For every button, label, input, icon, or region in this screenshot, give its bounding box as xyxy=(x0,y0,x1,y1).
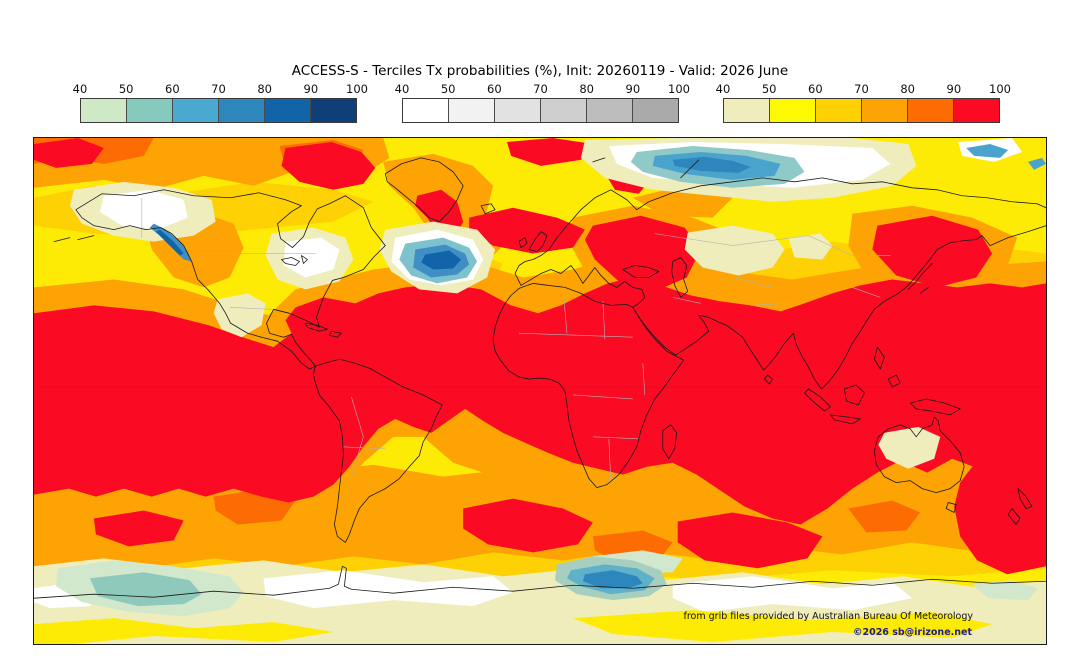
tick-label: 60 xyxy=(808,82,823,96)
tick-label: 40 xyxy=(715,82,731,96)
colorbar-normal-swatches xyxy=(402,98,679,123)
color-swatch xyxy=(586,99,632,122)
tick-label: 100 xyxy=(989,82,1011,96)
tick-label: 70 xyxy=(533,82,548,96)
tick-label: 90 xyxy=(625,82,641,96)
tick-label: 100 xyxy=(668,82,690,96)
colorbar-above-ticks: 40 50 60 70 80 90 100 xyxy=(716,82,1011,98)
color-swatch xyxy=(907,99,953,122)
colorbar-above-swatches xyxy=(723,98,1000,123)
colorbar-below-swatches xyxy=(80,98,357,123)
colorbar-normal-ticks: 40 50 60 70 80 90 100 xyxy=(395,82,690,98)
tick-label: 80 xyxy=(900,82,915,96)
color-swatch xyxy=(448,99,494,122)
tick-label: 70 xyxy=(854,82,869,96)
color-swatch xyxy=(815,99,861,122)
color-swatch xyxy=(126,99,172,122)
tick-label: 60 xyxy=(487,82,502,96)
color-swatch xyxy=(403,99,448,122)
tick-label: 80 xyxy=(579,82,594,96)
tick-label: 70 xyxy=(211,82,226,96)
tick-label: 50 xyxy=(440,82,456,96)
copyright-note: ©2026 sb@irizone.net xyxy=(852,627,972,638)
color-swatch xyxy=(218,99,264,122)
color-swatch xyxy=(769,99,815,122)
color-swatch xyxy=(724,99,769,122)
coast-eurasia-africa xyxy=(492,157,1046,489)
coast-south-america xyxy=(313,358,443,543)
world-probability-map: from grib files provided by Australian B… xyxy=(33,137,1047,645)
coast-antarctica xyxy=(34,565,1046,599)
map-canvas xyxy=(34,138,1046,644)
coast-seasia-oceania xyxy=(662,263,1033,525)
tick-label: 90 xyxy=(946,82,962,96)
tick-label: 80 xyxy=(257,82,272,96)
tick-label: 50 xyxy=(761,82,777,96)
color-swatch xyxy=(540,99,586,122)
color-swatch xyxy=(494,99,540,122)
tick-label: 60 xyxy=(165,82,180,96)
colorbar-below-ticks: 40 50 60 70 80 90 100 xyxy=(73,82,368,98)
color-swatch xyxy=(953,99,999,122)
tick-label: 40 xyxy=(72,82,88,96)
page-title: ACCESS-S - Terciles Tx probabilities (%)… xyxy=(291,63,789,79)
probability-field xyxy=(34,138,1046,644)
color-swatch xyxy=(310,99,356,122)
color-swatch xyxy=(172,99,218,122)
color-swatch xyxy=(264,99,310,122)
country-borders xyxy=(141,197,891,483)
colorbar-above-normal: 40 50 60 70 80 90 100 xyxy=(716,82,1011,123)
tick-label: 40 xyxy=(394,82,410,96)
source-note: from grib files provided by Australian B… xyxy=(683,611,973,622)
coastlines xyxy=(34,157,1046,599)
color-swatch xyxy=(861,99,907,122)
coast-greenland-iceland xyxy=(384,157,496,223)
colorbar-below-normal: 40 50 60 70 80 90 100 xyxy=(73,82,368,123)
tick-label: 100 xyxy=(346,82,368,96)
color-swatch xyxy=(632,99,678,122)
tick-label: 50 xyxy=(118,82,134,96)
colorbar-near-normal: 40 50 60 70 80 90 100 xyxy=(395,82,690,123)
color-swatch xyxy=(81,99,126,122)
coast-north-america xyxy=(53,189,386,370)
tick-label: 90 xyxy=(303,82,319,96)
